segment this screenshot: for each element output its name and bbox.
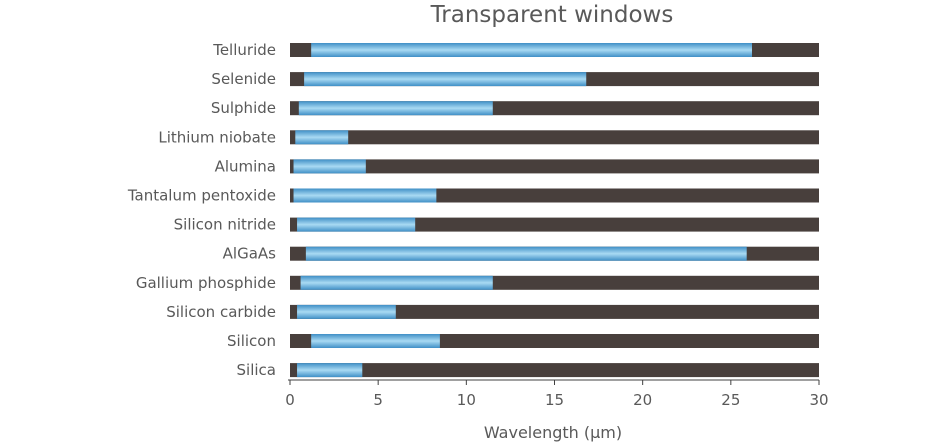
transparent-window-bar-lithium-niobate [295,130,349,145]
transparent-window-bar-selenide [304,72,587,87]
category-label-silicon-carbide: Silicon carbide [166,303,276,321]
x-tick-label: 10 [457,391,476,409]
x-tick-label: 15 [545,391,564,409]
transparent-window-bar-silicon-carbide [297,304,396,319]
opaque-bar-silicon-carbide [290,304,819,319]
category-label-algaas: AlGaAs [223,245,277,263]
bars-group [290,43,819,378]
transparent-window-bar-tantalum-pentoxide [293,188,437,203]
x-tick-label: 20 [633,391,652,409]
transparent-window-bar-silicon-nitride [297,217,416,232]
opaque-bar-alumina [290,159,819,174]
category-label-telluride: Telluride [212,41,276,59]
category-label-alumina: Alumina [215,157,276,175]
x-tick-label: 5 [373,391,383,409]
category-label-tantalum-pentoxide: Tantalum pentoxide [127,187,276,205]
opaque-bar-lithium-niobate [290,130,819,145]
category-label-silica: Silica [237,361,276,379]
category-label-silicon: Silicon [227,332,276,350]
transparent-window-bar-sulphide [298,101,493,116]
chart-title: Transparent windows [430,2,674,28]
x-tick-label: 0 [285,391,295,409]
category-label-selenide: Selenide [211,70,276,88]
y-axis-labels: Telluride Selenide Sulphide Lithium niobate… [127,41,276,379]
opaque-bar-silicon-nitride [290,217,819,232]
transparent-window-bar-gallium-phosphide [300,275,493,290]
category-label-sulphide: Sulphide [211,99,276,117]
opaque-bar-silica [290,363,819,378]
transparent-window-bar-silicon [311,334,440,348]
x-axis-ticks: 0 5 10 15 20 25 30 [285,380,829,409]
transparent-window-bar-telluride [311,43,752,57]
category-label-lithium-niobate: Lithium niobate [158,128,276,146]
category-label-gallium-phosphide: Gallium phosphide [136,274,276,292]
transparent-window-bar-algaas [305,246,747,261]
transparent-window-bar-alumina [293,159,366,174]
transparent-window-bar-silica [297,363,363,378]
x-axis-label: Wavelength (μm) [484,423,622,442]
x-tick-label: 30 [809,391,828,409]
x-tick-label: 25 [721,391,740,409]
category-label-silicon-nitride: Silicon nitride [174,216,276,234]
